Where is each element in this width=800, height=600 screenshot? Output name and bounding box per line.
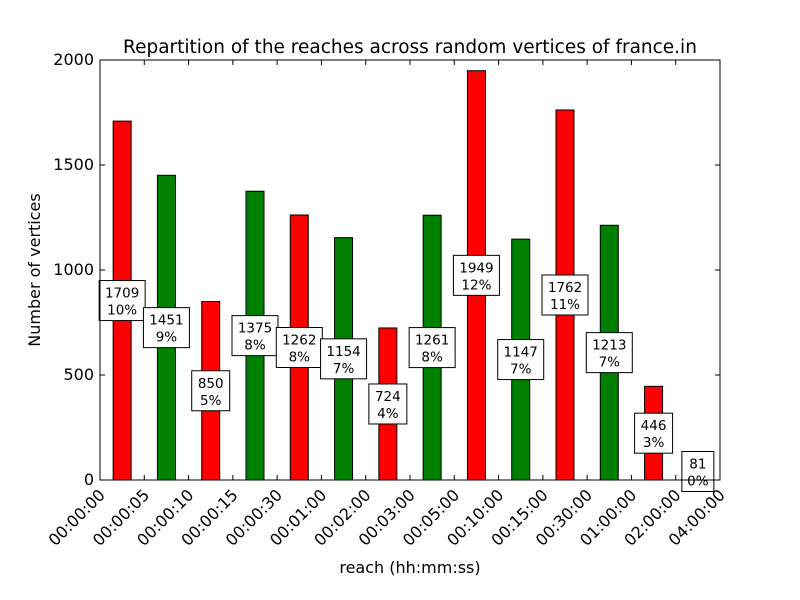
data-label-percent: 7% bbox=[599, 355, 621, 371]
data-label-count: 1154 bbox=[326, 344, 360, 360]
data-label-box bbox=[634, 412, 674, 454]
chart-title: Repartition of the reaches across random… bbox=[123, 37, 697, 58]
data-label-box bbox=[368, 383, 408, 425]
data-label-box bbox=[191, 370, 231, 412]
data-label-box bbox=[320, 338, 368, 380]
data-label-percent: 9% bbox=[156, 330, 178, 346]
data-label-count: 1213 bbox=[592, 338, 626, 354]
data-label-count: 850 bbox=[198, 376, 224, 392]
data-label-percent: 7% bbox=[333, 361, 355, 377]
y-tick-label: 500 bbox=[63, 365, 94, 384]
data-label-box bbox=[98, 280, 146, 322]
data-label-count: 1949 bbox=[459, 260, 493, 276]
data-label-count: 1375 bbox=[238, 321, 272, 337]
data-label-box bbox=[231, 315, 279, 357]
x-axis-label: reach (hh:mm:ss) bbox=[339, 558, 480, 577]
data-label-count: 1262 bbox=[282, 332, 316, 348]
data-label-percent: 12% bbox=[461, 277, 491, 293]
data-label-box bbox=[275, 326, 323, 368]
data-label-percent: 7% bbox=[510, 362, 532, 378]
data-label-count: 446 bbox=[641, 418, 667, 434]
y-axis-label: Number of vertices bbox=[25, 193, 44, 346]
data-label-count: 1261 bbox=[415, 333, 449, 349]
data-label-percent: 8% bbox=[289, 349, 311, 365]
data-label-box bbox=[585, 332, 633, 374]
data-label-percent: 3% bbox=[643, 435, 665, 451]
y-tick-label: 1000 bbox=[53, 260, 94, 279]
bar-series bbox=[112, 70, 708, 481]
plot-frame bbox=[99, 59, 721, 481]
data-label-count: 724 bbox=[375, 389, 401, 405]
data-label-count: 1147 bbox=[504, 345, 538, 361]
data-label-count: 1451 bbox=[149, 313, 183, 329]
data-label-percent: 4% bbox=[377, 406, 399, 422]
data-label-percent: 8% bbox=[421, 350, 443, 366]
data-label-box bbox=[541, 274, 589, 316]
data-label-count: 1762 bbox=[548, 280, 582, 296]
data-label-box bbox=[408, 327, 456, 369]
data-label-box bbox=[142, 307, 190, 349]
data-label-box bbox=[452, 254, 500, 296]
data-label-box bbox=[497, 339, 545, 381]
data-label-count: 1709 bbox=[105, 286, 139, 302]
data-label-count: 81 bbox=[689, 456, 706, 472]
data-label-percent: 0% bbox=[687, 473, 709, 489]
y-tick-label: 0 bbox=[84, 470, 94, 489]
data-label-box bbox=[681, 450, 715, 492]
y-tick-label: 2000 bbox=[53, 50, 94, 69]
data-label: 810% bbox=[681, 450, 715, 492]
data-label-percent: 5% bbox=[200, 393, 222, 409]
data-label-percent: 8% bbox=[244, 338, 266, 354]
data-label-percent: 10% bbox=[107, 303, 137, 319]
data-label-percent: 11% bbox=[550, 297, 580, 313]
y-tick-label: 1500 bbox=[53, 155, 94, 174]
